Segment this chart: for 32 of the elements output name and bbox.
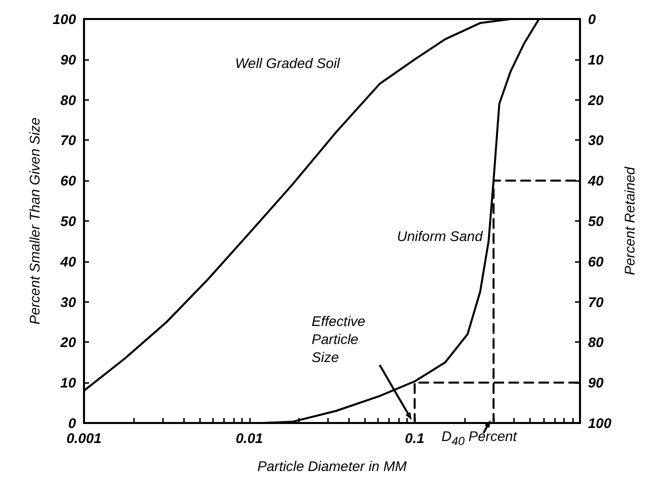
x-tick-label: 0.001	[66, 430, 102, 446]
y2-tick-label: 40	[587, 172, 604, 189]
annotation: Effective Particle Size	[312, 312, 366, 366]
y2-tick-label: 70	[588, 294, 604, 310]
y2-tick-label: 50	[588, 213, 604, 229]
y2-tick-label: 30	[588, 132, 604, 148]
y2-tick-label: 10	[588, 51, 604, 68]
y2-tick-label: 0	[588, 11, 596, 27]
text: Well Graded Soil	[235, 54, 340, 72]
y-tick-label: 50	[60, 213, 76, 229]
y-tick-label: 60	[60, 172, 76, 189]
y2-tick-label: 80	[588, 334, 604, 350]
y-tick-label: 20	[59, 334, 76, 350]
y-tick-label: 0	[68, 415, 76, 431]
y2-tick-label: 90	[588, 374, 604, 391]
x-tick-label: 0.1	[404, 430, 425, 446]
x-axis-title: Particle Diameter in MM	[257, 458, 408, 474]
y-tick-label: 30	[60, 294, 76, 310]
y-tick-label: 40	[59, 253, 76, 270]
y2-tick-label: 60	[588, 253, 604, 270]
y2-tick-label: 100	[588, 415, 612, 431]
y-tick-label: 90	[60, 51, 76, 68]
y-tick-label: 80	[60, 92, 76, 108]
y-tick-label: 10	[60, 374, 76, 391]
y-tick-label: 100	[52, 11, 76, 27]
series-label: Uniform Sand	[397, 227, 483, 246]
y-tick-label: 70	[60, 132, 76, 148]
y-axis-title: Percent Smaller Than Given Size	[26, 117, 43, 324]
y2-tick-label: 20	[587, 92, 604, 108]
x-tick-label: 0.01	[236, 430, 264, 446]
annotation: D$_{40}$ Percent	[442, 427, 517, 450]
y2-axis-title: Percent Retained	[621, 166, 638, 276]
